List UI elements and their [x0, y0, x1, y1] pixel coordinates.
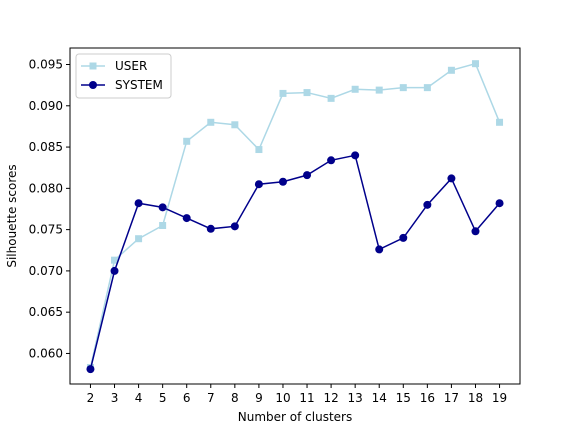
y-tick-label: 0.095 — [29, 58, 63, 72]
x-tick-label: 7 — [207, 391, 215, 405]
x-tick-label: 16 — [420, 391, 435, 405]
y-tick-label: 0.070 — [29, 264, 63, 278]
data-point-user — [399, 84, 407, 92]
x-tick-label: 5 — [159, 391, 167, 405]
y-tick-label: 0.060 — [29, 346, 63, 360]
data-point-system — [134, 199, 143, 208]
x-tick-label: 6 — [183, 391, 191, 405]
y-tick-label: 0.075 — [29, 223, 63, 237]
x-tick-label: 8 — [231, 391, 239, 405]
series-layer — [86, 60, 504, 374]
data-point-system — [447, 174, 456, 183]
x-tick-label: 14 — [372, 391, 387, 405]
data-point-user — [135, 235, 143, 243]
data-point-system — [423, 200, 432, 209]
x-tick-label: 18 — [468, 391, 483, 405]
data-point-user — [303, 89, 311, 97]
legend-system-marker — [89, 81, 97, 89]
data-point-user — [255, 146, 263, 154]
plot-area — [70, 48, 520, 384]
data-point-system — [86, 365, 95, 374]
data-point-user — [423, 84, 431, 92]
x-tick-label: 2 — [87, 391, 95, 405]
y-tick-label: 0.080 — [29, 181, 63, 195]
legend-box — [75, 53, 172, 99]
legend-user-marker — [89, 62, 97, 70]
data-point-system — [206, 224, 215, 233]
y-axis-ticks: 0.060 0.065 0.070 0.075 0.080 0.085 0.090 0.095 — [29, 58, 70, 360]
x-tick-label: 10 — [275, 391, 290, 405]
data-point-user — [207, 118, 215, 126]
y-axis-label: Silhouette scores — [5, 164, 19, 267]
data-point-user — [231, 121, 239, 129]
data-point-system — [278, 177, 287, 186]
x-tick-label: 19 — [492, 391, 507, 405]
plot-frame — [69, 47, 521, 385]
data-point-system — [375, 245, 384, 254]
data-point-user — [375, 86, 383, 94]
data-point-system — [327, 156, 336, 165]
x-axis-ticks: 2 3 4 5 6 7 8 9 10 11 12 13 14 15 16 17 18 19 — [87, 384, 507, 405]
data-point-user — [327, 94, 335, 102]
x-tick-label: 15 — [396, 391, 411, 405]
legend-user-label: USER — [115, 59, 147, 73]
x-tick-label: 17 — [444, 391, 459, 405]
data-point-user — [183, 137, 191, 145]
data-point-user — [279, 89, 287, 97]
data-point-system — [471, 227, 480, 236]
x-tick-label: 12 — [323, 391, 338, 405]
x-tick-label: 9 — [255, 391, 263, 405]
series-line-user — [89, 62, 501, 368]
data-point-system — [303, 171, 312, 180]
data-point-system — [495, 199, 504, 208]
x-tick-label: 3 — [111, 391, 119, 405]
data-point-system — [399, 233, 408, 242]
data-point-system — [158, 203, 167, 212]
data-point-system — [254, 180, 263, 189]
x-tick-label: 11 — [299, 391, 314, 405]
data-point-user — [351, 85, 359, 93]
data-point-user — [496, 118, 504, 126]
data-point-user — [447, 66, 455, 74]
series-line-system — [89, 154, 501, 370]
y-tick-label: 0.065 — [29, 305, 63, 319]
x-axis-label: Number of clusters — [238, 410, 352, 424]
y-tick-label: 0.085 — [29, 140, 63, 154]
x-tick-label: 4 — [135, 391, 143, 405]
legend-system-label: SYSTEM — [115, 78, 163, 92]
data-point-system — [351, 151, 360, 160]
legend: USER SYSTEM — [75, 53, 172, 99]
y-tick-label: 0.090 — [29, 99, 63, 113]
data-point-user — [471, 60, 479, 68]
data-point-system — [182, 214, 191, 223]
data-point-user — [159, 221, 167, 229]
data-point-system — [110, 266, 119, 275]
x-tick-label: 13 — [348, 391, 363, 405]
data-point-system — [230, 222, 239, 231]
data-point-user — [111, 256, 119, 264]
